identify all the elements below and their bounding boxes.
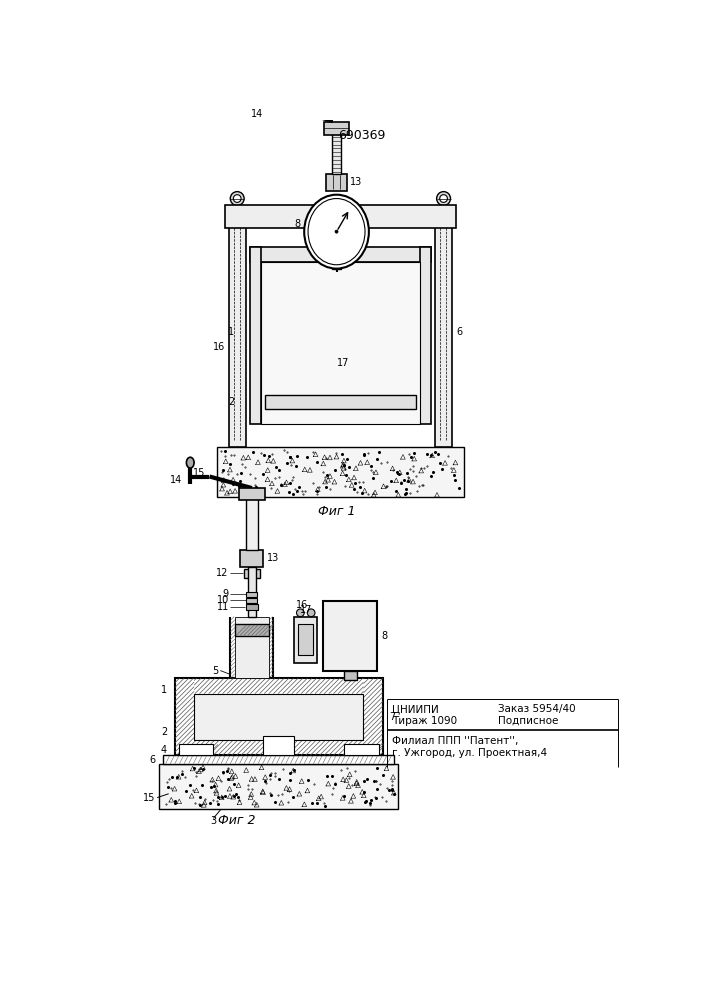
Text: 12: 12 [216, 568, 229, 578]
Text: 690369: 690369 [338, 129, 385, 142]
Text: ЦНИИПИ: ЦНИИПИ [392, 704, 439, 714]
Bar [294, 617, 317, 663]
Text: Фиг 2: Фиг 2 [218, 814, 255, 827]
Circle shape [437, 192, 450, 205]
Bar [326, 174, 347, 191]
Bar [194, 694, 363, 740]
Bar [324, 601, 378, 671]
Text: 5: 5 [213, 666, 218, 676]
Text: 14: 14 [170, 475, 182, 485]
Text: 6: 6 [149, 755, 156, 765]
Text: 15: 15 [193, 468, 206, 478]
Bar [175, 678, 382, 755]
Text: 2: 2 [228, 397, 234, 407]
Text: Фиг 1: Фиг 1 [317, 505, 356, 518]
Bar [244, 569, 259, 578]
Bar [248, 567, 256, 617]
Polygon shape [235, 674, 269, 678]
Bar [325, 122, 349, 135]
Circle shape [308, 609, 315, 617]
Text: 1: 1 [228, 327, 234, 337]
Text: Филиал ППП ''Патент'',: Филиал ППП ''Патент'', [392, 736, 518, 746]
Text: 2: 2 [161, 727, 167, 737]
Bar [420, 247, 431, 424]
Text: 6: 6 [456, 327, 462, 337]
Ellipse shape [304, 195, 369, 269]
Text: 7: 7 [389, 712, 395, 722]
Circle shape [233, 195, 241, 202]
Bar [247, 592, 257, 597]
Bar [246, 496, 258, 550]
Bar [240, 550, 264, 567]
Bar [225, 205, 456, 228]
Bar [246, 604, 258, 610]
Bar [235, 624, 269, 636]
Bar [217, 447, 464, 497]
Text: 9: 9 [223, 589, 229, 599]
Circle shape [335, 230, 338, 233]
Bar [160, 764, 398, 809]
Bar [264, 736, 294, 755]
Text: 4: 4 [161, 745, 167, 755]
Text: Подписное: Подписное [498, 716, 559, 726]
Bar [332, 132, 341, 174]
Text: 17: 17 [300, 605, 312, 615]
Bar [247, 598, 257, 603]
Text: 13: 13 [351, 177, 363, 187]
Text: Тираж 1090: Тираж 1090 [392, 716, 457, 726]
Text: 3: 3 [210, 816, 216, 826]
Bar [239, 488, 265, 500]
Text: 14: 14 [251, 109, 264, 119]
Text: 13: 13 [267, 553, 279, 563]
Circle shape [296, 609, 304, 617]
Bar [235, 617, 269, 678]
Bar [179, 744, 214, 755]
Bar [298, 624, 313, 655]
Circle shape [440, 195, 448, 202]
Bar [344, 744, 379, 755]
Text: 1: 1 [161, 685, 167, 695]
Text: 16: 16 [296, 600, 308, 610]
Bar [163, 755, 395, 764]
Text: 16: 16 [213, 342, 225, 352]
Ellipse shape [187, 457, 194, 468]
Bar [435, 216, 452, 447]
Bar [261, 262, 420, 424]
Text: Заказ 5954/40: Заказ 5954/40 [498, 704, 576, 714]
Text: 8: 8 [381, 631, 387, 641]
Bar [332, 259, 341, 269]
Text: 17: 17 [337, 358, 349, 368]
Text: г. Ужгород, ул. Проектная,4: г. Ужгород, ул. Проектная,4 [392, 748, 547, 758]
Bar [250, 247, 261, 424]
Ellipse shape [240, 82, 249, 96]
Text: 11: 11 [216, 602, 229, 612]
Bar [344, 671, 356, 680]
Text: 15: 15 [144, 793, 156, 803]
Circle shape [230, 192, 244, 205]
Ellipse shape [308, 199, 365, 265]
Bar [265, 395, 416, 409]
Text: 10: 10 [216, 595, 229, 605]
Bar [229, 216, 246, 447]
Bar [250, 247, 431, 262]
Text: 8: 8 [294, 219, 300, 229]
